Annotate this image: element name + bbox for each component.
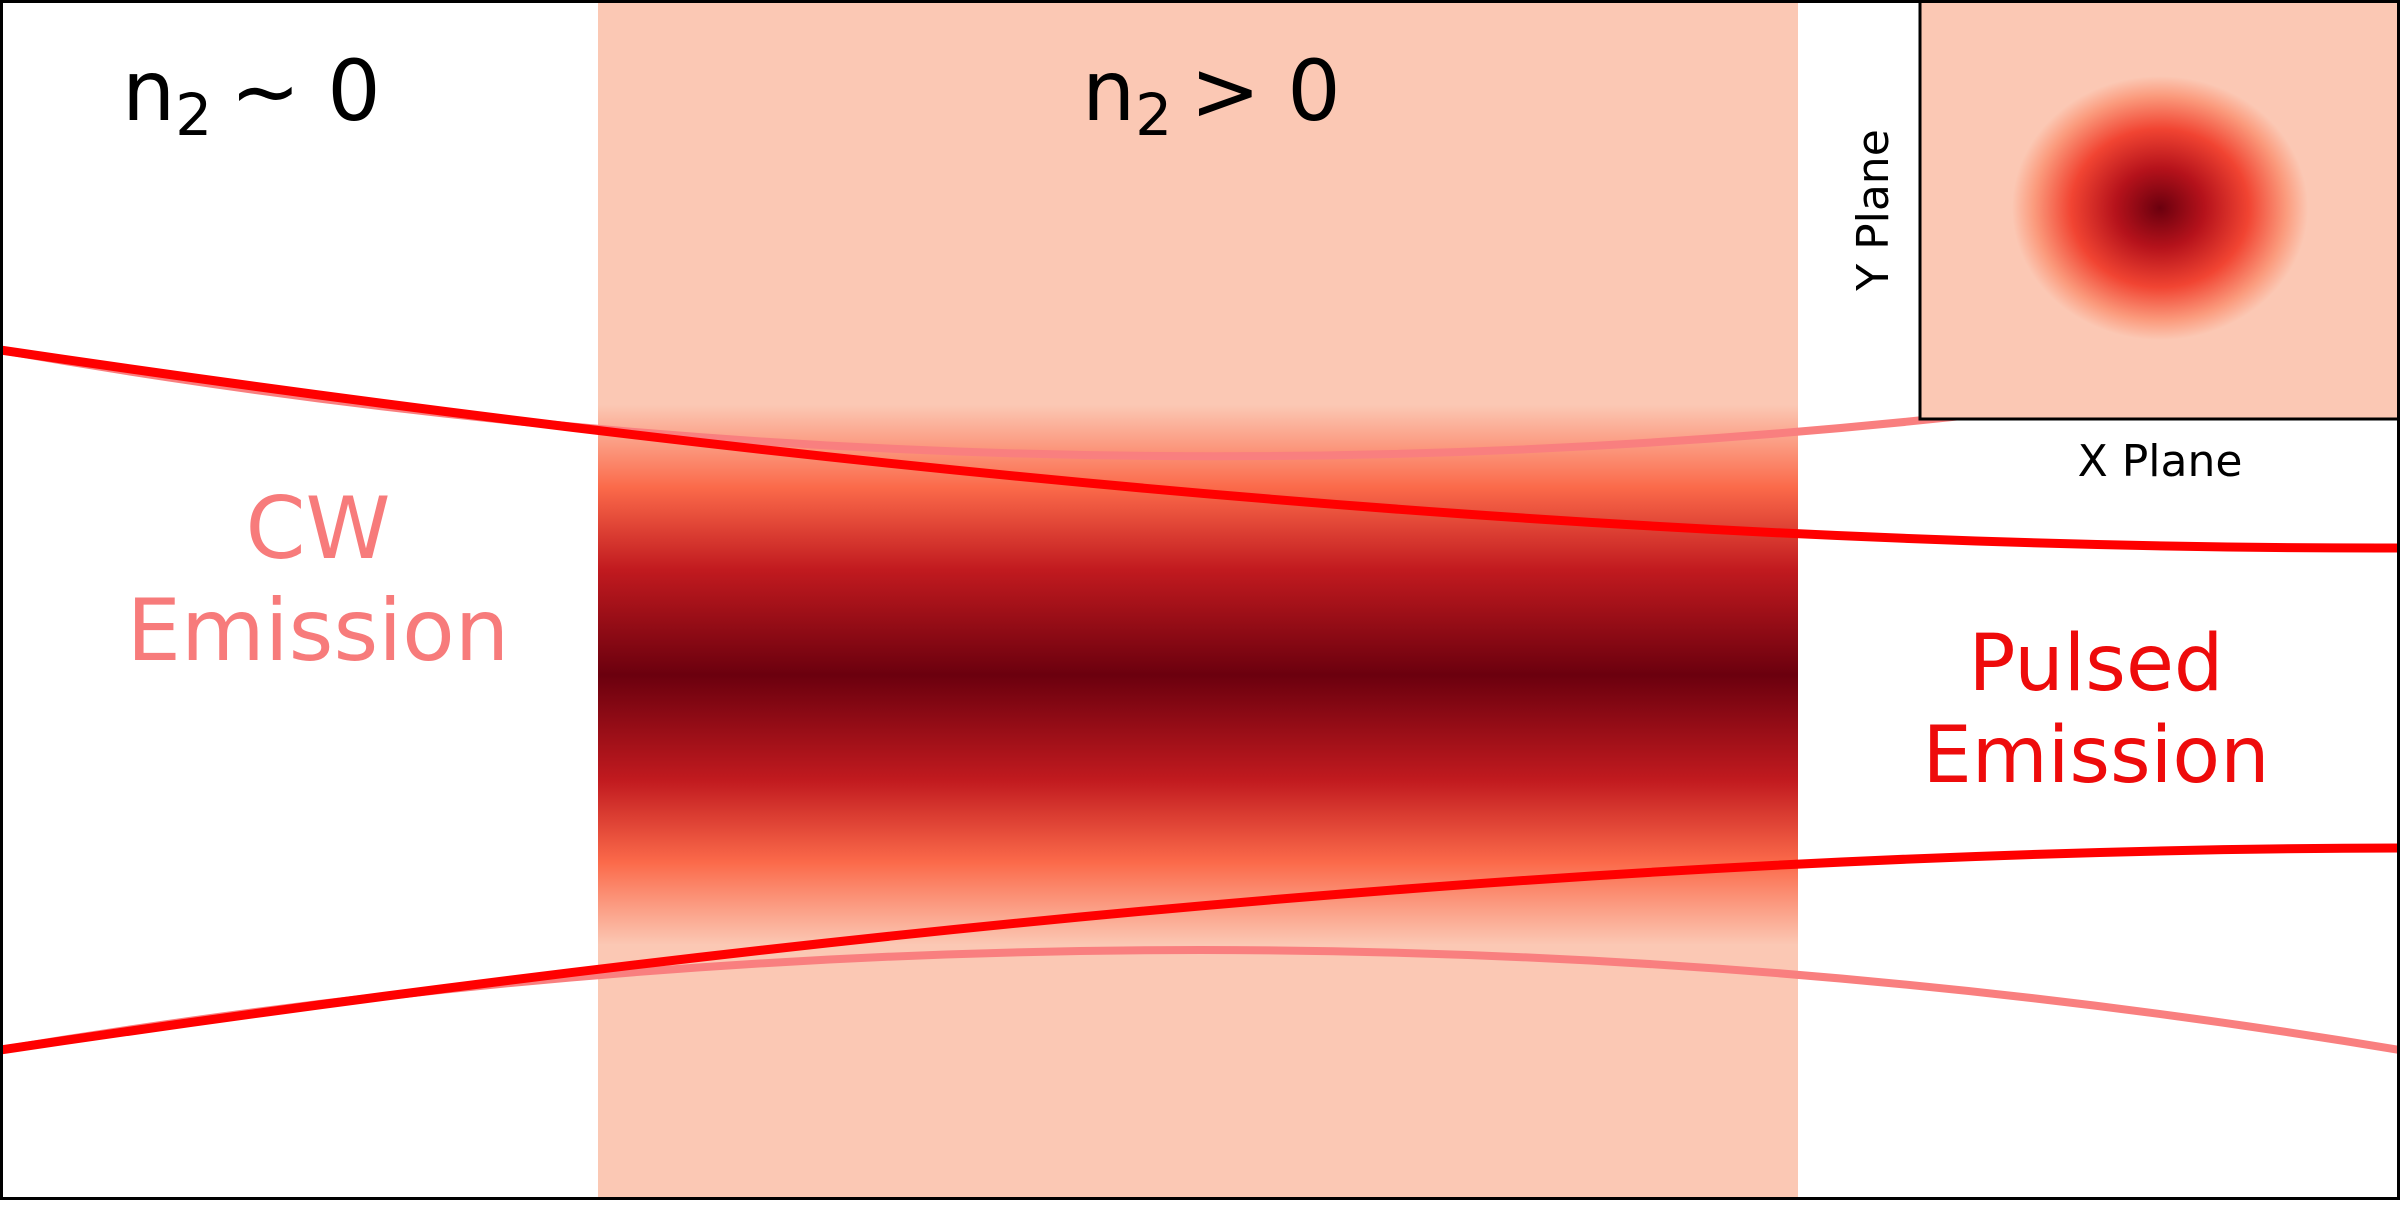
beam-spot xyxy=(2012,76,2308,340)
cw-emission-label-line1: CW xyxy=(245,479,390,579)
beam-intensity-profile xyxy=(598,300,1798,1050)
inset-x-axis-label: X Plane xyxy=(2078,436,2243,487)
beam-cross-section-inset: Y Plane X Plane xyxy=(1848,0,2400,487)
pulsed-emission-label-line1: Pulsed xyxy=(1969,619,2224,709)
pulsed-emission-label-line2: Emission xyxy=(1922,711,2269,801)
cw-emission-label-line2: Emission xyxy=(127,581,510,681)
left-region-label: n2 ~ 0 xyxy=(122,42,381,149)
inset-y-axis-label: Y Plane xyxy=(1848,129,1899,292)
center-region-label: n2 > 0 xyxy=(1082,42,1341,149)
pulsed-beam-lower-edge xyxy=(0,843,2400,1055)
pulsed-beam-upper-edge xyxy=(0,345,2400,553)
